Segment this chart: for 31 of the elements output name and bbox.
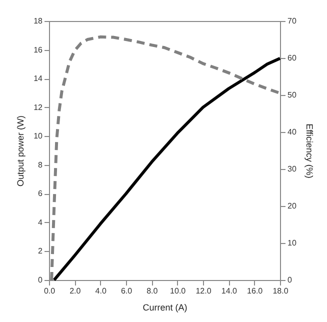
y-axis-title: Output power (W): [16, 115, 26, 187]
x-tick-label: 4.0: [95, 286, 107, 296]
y-tick-label: 8: [38, 160, 44, 170]
x-tick-label: 2.0: [70, 286, 82, 296]
x-tick-label: 6.0: [120, 286, 133, 296]
x-tick-label: 18.0: [272, 286, 289, 296]
x-tick-label: 12.0: [196, 286, 212, 296]
y2-tick-label: 20: [288, 202, 297, 210]
y-tick-label: 18: [34, 16, 44, 26]
x-axis-title: Current (A): [142, 302, 188, 312]
y-tick-label: 16: [34, 45, 44, 54]
y2-tick-label: 30: [288, 164, 297, 174]
y2-tick-label: 10: [288, 238, 297, 248]
y-tick-label: 4: [38, 218, 44, 227]
x-tick-label: 14.0: [221, 286, 238, 296]
y2-tick-label: 0: [288, 276, 292, 284]
y2-axis-title: Efficiency (%): [304, 124, 314, 178]
y-tick-label: 12: [34, 102, 44, 112]
x-tick-label: 8.0: [146, 286, 158, 296]
y-tick-label: 2: [38, 246, 44, 256]
y-tick-label: 10: [34, 132, 44, 141]
y-tick-label: 6: [38, 189, 44, 198]
y-tick-label: 14: [34, 74, 44, 84]
x-tick-label: 10.0: [170, 286, 186, 296]
x-tick-label: 16.0: [247, 286, 264, 296]
x-tick-label: 0.0: [44, 286, 56, 296]
y2-tick-label: 70: [288, 16, 297, 26]
y2-tick-label: 60: [288, 54, 297, 62]
y2-tick-label: 40: [288, 128, 297, 136]
y-tick-label: 0: [38, 276, 44, 284]
y2-tick-label: 50: [288, 90, 297, 100]
